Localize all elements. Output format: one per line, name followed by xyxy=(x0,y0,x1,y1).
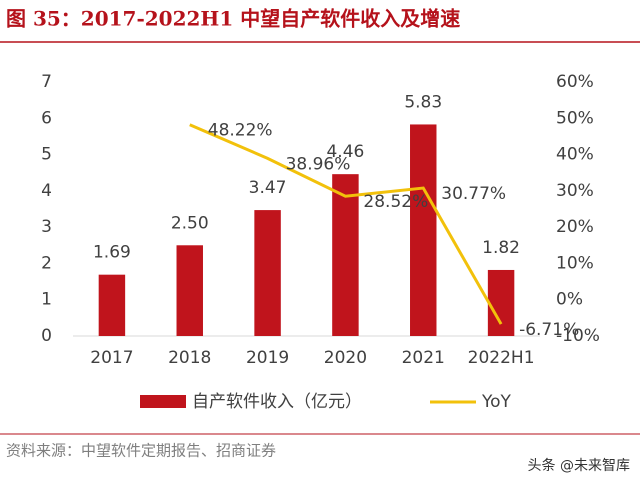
y-tick-label: 7 xyxy=(41,72,52,92)
line-value-label: -6.71% xyxy=(519,320,579,340)
bar xyxy=(254,210,281,336)
bar-value-label: 4.46 xyxy=(326,142,364,162)
line-value-label: 30.77% xyxy=(441,184,506,204)
legend-swatch xyxy=(140,395,186,408)
bar-value-label: 2.50 xyxy=(171,213,209,233)
y-tick-label: 1 xyxy=(41,290,52,310)
y2-tick-label: 50% xyxy=(556,108,594,128)
bar xyxy=(332,174,359,336)
bar xyxy=(98,274,126,336)
chart-title: 图 35：2017-2022H1 中望自产软件收入及增速 xyxy=(6,7,460,31)
x-tick-label: 2020 xyxy=(324,348,367,368)
y2-tick-label: 10% xyxy=(556,253,594,273)
y-tick-label: 0 xyxy=(41,326,52,346)
y2-tick-label: 40% xyxy=(556,145,594,165)
line-value-label: 38.96% xyxy=(286,154,351,174)
bar xyxy=(176,245,203,336)
legend-label: YoY xyxy=(481,392,512,412)
bar xyxy=(410,124,437,336)
x-tick-label: 2021 xyxy=(402,348,445,368)
line xyxy=(189,123,503,325)
y-tick-label: 3 xyxy=(41,217,52,237)
line-value-label: 48.22% xyxy=(208,121,273,141)
bar xyxy=(487,269,515,336)
source: 资料来源：中望软件定期报告、招商证券 xyxy=(6,442,276,460)
y2-tick-label: 20% xyxy=(556,217,594,237)
legend-label: 自产软件收入（亿元） xyxy=(192,392,362,412)
y-tick-label: 2 xyxy=(41,253,52,273)
line-value-label: 28.52% xyxy=(363,192,428,212)
y-tick-label: 6 xyxy=(41,108,52,128)
watermark: 头条 @未来智库 xyxy=(528,457,630,474)
x-tick-label: 2018 xyxy=(168,348,211,368)
y2-tick-label: 0% xyxy=(556,290,583,310)
x-tick-label: 2019 xyxy=(246,348,289,368)
bar-value-label: 1.69 xyxy=(93,243,131,263)
y2-tick-label: 60% xyxy=(556,72,594,92)
y2-tick-label: 30% xyxy=(556,181,594,201)
x-tick-label: 2017 xyxy=(90,348,133,368)
bar-value-label: 5.83 xyxy=(404,92,442,112)
y2-tick-label: -10% xyxy=(556,326,600,346)
y-tick-label: 5 xyxy=(41,145,52,165)
x-tick-label: 2022H1 xyxy=(468,348,535,368)
bar-value-label: 3.47 xyxy=(249,178,287,198)
bar-value-label: 1.82 xyxy=(482,238,520,258)
y-tick-label: 4 xyxy=(41,181,52,201)
